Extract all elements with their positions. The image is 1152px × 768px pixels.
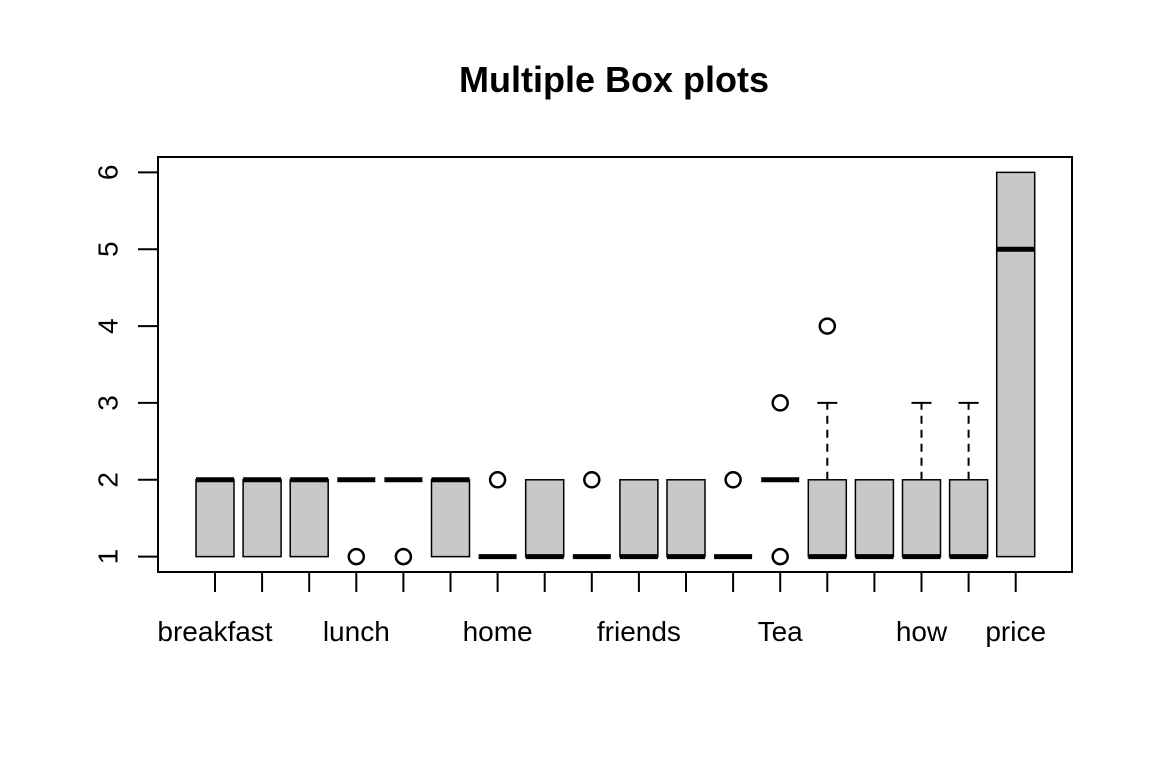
boxes-group — [195, 171, 1036, 566]
y-tick-label: 3 — [93, 395, 124, 411]
x-tick-label: price — [985, 616, 1046, 647]
outlier-point — [394, 547, 413, 566]
box-13 — [761, 394, 800, 566]
box-body — [854, 479, 895, 558]
x-tick-label: Tea — [758, 616, 804, 647]
box-10 — [619, 479, 659, 560]
x-tick-label: home — [463, 616, 533, 647]
x-axis: breakfast lunch home friends Tea how price — [157, 572, 1046, 647]
box-body — [995, 171, 1036, 558]
outlier-point — [818, 317, 837, 335]
y-tick-label: 1 — [93, 549, 124, 565]
box-2 — [242, 477, 282, 558]
box-7 — [478, 471, 517, 560]
outlier-point — [724, 471, 742, 489]
box-15 — [854, 479, 895, 560]
x-tick-label: breakfast — [157, 616, 272, 647]
box-8 — [524, 479, 565, 560]
box-17 — [948, 401, 989, 560]
x-tick-label: friends — [597, 616, 681, 647]
box-3 — [289, 477, 329, 558]
box-14 — [807, 317, 848, 560]
y-axis: 1 2 3 4 5 6 — [93, 165, 159, 565]
box-9 — [572, 471, 611, 560]
box-12 — [714, 471, 753, 560]
box-11 — [666, 479, 706, 560]
box-body — [807, 479, 848, 558]
y-tick-label: 5 — [93, 241, 124, 257]
y-tick-label: 4 — [93, 318, 124, 334]
y-tick-label: 6 — [93, 165, 124, 181]
x-tick-label: lunch — [323, 616, 390, 647]
box-4 — [337, 477, 376, 566]
box-body — [195, 479, 235, 558]
box-body — [948, 479, 989, 558]
box-18 — [995, 171, 1036, 558]
box-body — [524, 479, 565, 558]
chart-title: Multiple Box plots — [459, 59, 769, 100]
outlier-point — [771, 547, 789, 566]
box-1 — [195, 477, 235, 558]
x-tick-label: how — [896, 616, 948, 647]
box-5 — [384, 477, 423, 566]
outlier-point — [488, 471, 507, 489]
box-body — [289, 479, 329, 558]
box-body — [901, 479, 942, 558]
outlier-point — [771, 394, 789, 412]
box-body — [619, 479, 659, 558]
box-body — [242, 479, 282, 558]
box-body — [666, 479, 706, 558]
outlier-point — [583, 471, 601, 489]
box-16 — [901, 401, 942, 560]
box-6 — [430, 477, 471, 558]
outlier-point — [347, 547, 366, 566]
y-tick-label: 2 — [93, 472, 124, 488]
box-body — [430, 479, 471, 558]
